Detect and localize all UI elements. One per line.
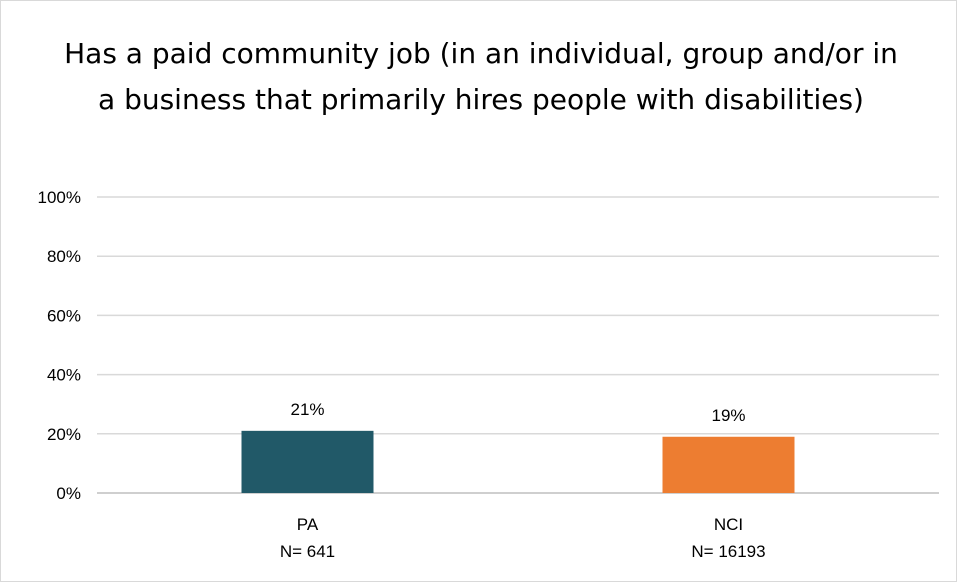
y-tick-label: 0%	[56, 484, 81, 503]
y-tick-label: 40%	[47, 366, 81, 385]
data-label: 19%	[711, 406, 745, 425]
category-sample-size: N= 16193	[691, 542, 765, 561]
category-label: NCI	[714, 515, 743, 534]
category-sample-size: N= 641	[280, 542, 335, 561]
bar-nci	[662, 436, 795, 493]
y-tick-label: 80%	[47, 247, 81, 266]
chart-title: Has a paid community job (in an individu…	[64, 37, 898, 116]
y-tick-label: 60%	[47, 306, 81, 325]
y-tick-label: 20%	[47, 425, 81, 444]
bar-pa	[241, 430, 374, 493]
y-tick-label: 100%	[38, 188, 81, 207]
data-label: 21%	[290, 400, 324, 419]
category-label: PA	[297, 515, 319, 534]
